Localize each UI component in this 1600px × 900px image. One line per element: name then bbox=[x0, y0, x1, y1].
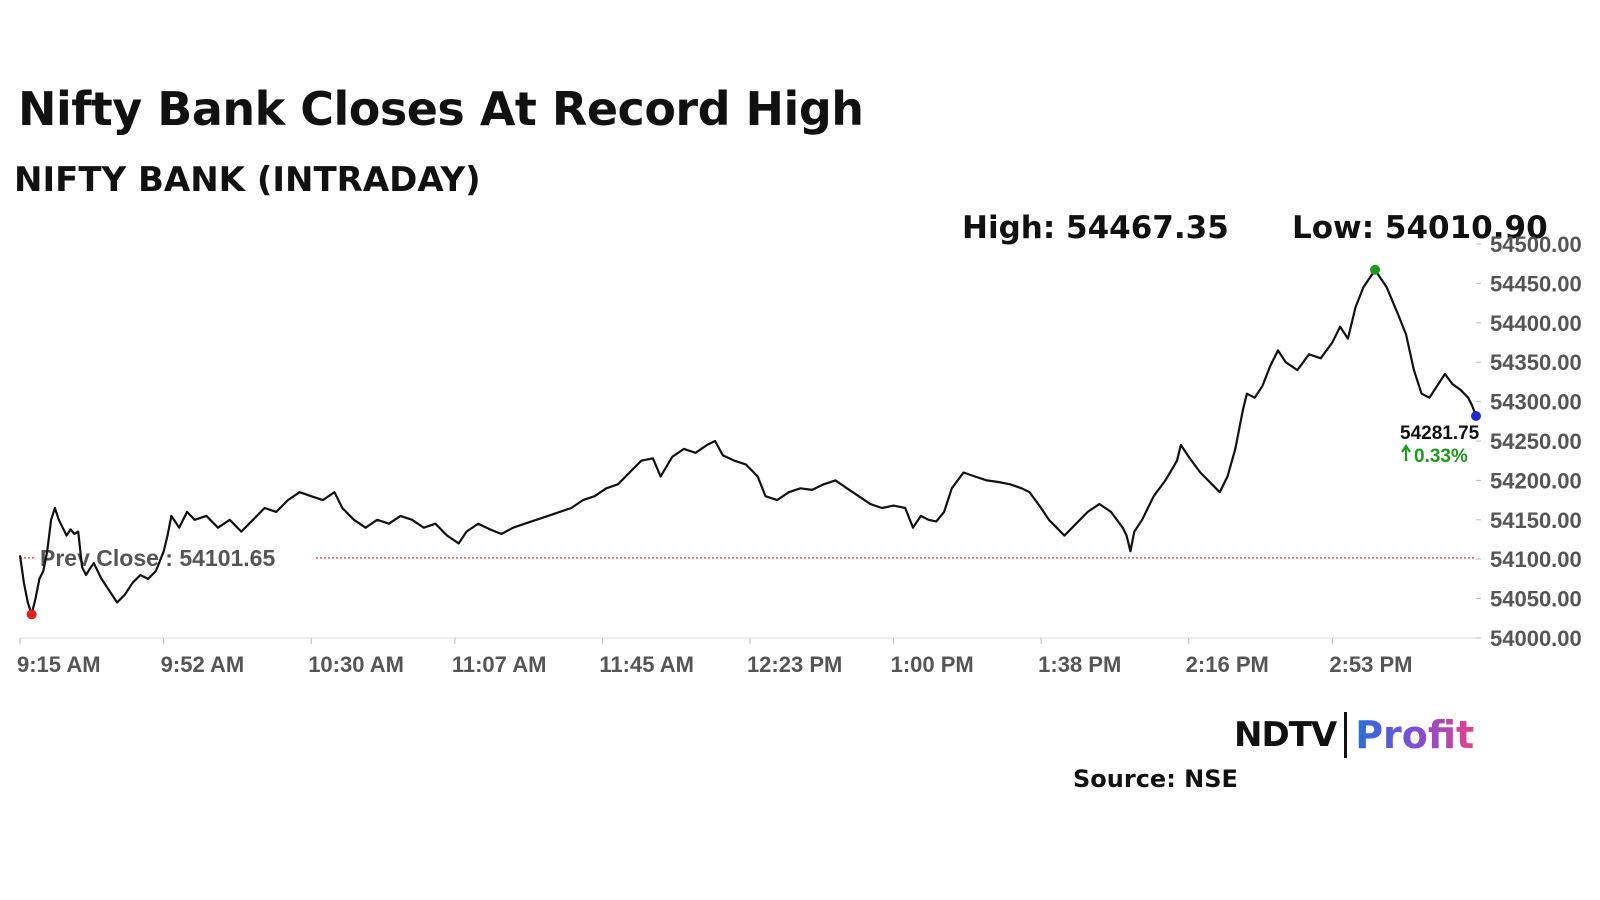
y-tick-label: 54200.00 bbox=[1490, 468, 1582, 493]
day-high-marker bbox=[1370, 264, 1381, 275]
y-tick-label: 54250.00 bbox=[1490, 429, 1582, 454]
x-tick-label: 9:15 AM bbox=[17, 652, 101, 677]
last-price-marker bbox=[1471, 410, 1481, 421]
marker-layer: 54281.750.33% bbox=[26, 264, 1481, 620]
logo-profit-text: Profit bbox=[1355, 713, 1475, 757]
y-tick-label: 54050.00 bbox=[1490, 587, 1582, 612]
day-low-marker bbox=[26, 609, 37, 620]
day-high-label: High: 54467.35 bbox=[962, 210, 1229, 246]
y-tick-label: 54500.00 bbox=[1490, 232, 1582, 257]
x-tick-label: 2:16 PM bbox=[1186, 652, 1269, 677]
y-tick-label: 54000.00 bbox=[1490, 626, 1582, 651]
x-axis: 9:15 AM 9:52 AM 10:30 AM 11:07 AM 11:45 AM 12… bbox=[17, 637, 1476, 677]
chart-subtitle: NIFTY BANK (INTRADAY) bbox=[14, 160, 481, 200]
x-tick-label: 12:23 PM bbox=[747, 652, 842, 677]
y-tick-label: 54400.00 bbox=[1490, 311, 1582, 336]
intraday-line-chart: 9:15 AM 9:52 AM 10:30 AM 11:07 AM 11:45 AM 12… bbox=[17, 232, 1582, 677]
logo-divider bbox=[1344, 712, 1348, 758]
y-tick-label: 54450.00 bbox=[1490, 271, 1582, 296]
series-layer: Prev Close : 54101.65 bbox=[18, 268, 1478, 616]
last-price-value-label: 54281.75 bbox=[1400, 423, 1480, 444]
y-tick-label: 54350.00 bbox=[1490, 350, 1582, 375]
y-tick-label: 54150.00 bbox=[1490, 508, 1582, 533]
price-series-line bbox=[18, 268, 1478, 616]
x-tick-label: 10:30 AM bbox=[308, 652, 404, 677]
ndtv-profit-logo: NDTV Profit bbox=[1234, 712, 1474, 764]
x-tick-label: 11:07 AM bbox=[452, 652, 547, 677]
x-tick-label: 9:52 AM bbox=[161, 652, 245, 677]
last-price-change-label: 0.33% bbox=[1414, 446, 1468, 467]
source-note: Source: NSE bbox=[1073, 765, 1238, 793]
x-tick-label: 11:45 AM bbox=[599, 652, 694, 677]
y-tick-label: 54100.00 bbox=[1490, 547, 1582, 572]
up-arrow-icon bbox=[1401, 443, 1411, 461]
logo-ndtv-text: NDTV bbox=[1234, 715, 1337, 755]
headline: Nifty Bank Closes At Record High bbox=[18, 82, 864, 136]
x-tick-label: 1:00 PM bbox=[891, 652, 974, 677]
y-axis: 54000.00 54050.00 54100.00 54150.00 54200.00… bbox=[1476, 232, 1582, 651]
y-tick-label: 54300.00 bbox=[1490, 390, 1582, 415]
x-tick-label: 1:38 PM bbox=[1038, 652, 1121, 677]
day-low-label: Low: 54010.90 bbox=[1292, 210, 1548, 246]
x-tick-label: 2:53 PM bbox=[1329, 652, 1412, 677]
